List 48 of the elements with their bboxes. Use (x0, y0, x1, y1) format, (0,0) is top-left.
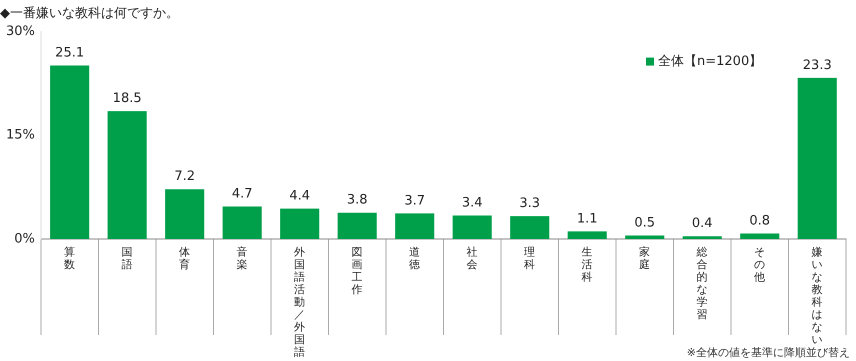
bar (165, 189, 204, 239)
data-label: 23.3 (802, 58, 832, 73)
data-label: 0.5 (634, 215, 656, 230)
data-label: 3.8 (346, 192, 368, 208)
data-label: 7.2 (174, 169, 196, 184)
data-label: 3.7 (404, 193, 426, 208)
x-tick-label: 総合的な学習 (696, 245, 708, 321)
data-label: 0.4 (692, 216, 713, 232)
bar (50, 65, 90, 239)
bar (682, 236, 722, 239)
y-tick-label: 0% (14, 231, 35, 246)
x-tick-label: 算数 (64, 245, 76, 271)
data-label: 4.7 (232, 186, 253, 202)
bar (798, 78, 837, 239)
bar (740, 233, 780, 239)
x-tick-label: 社会 (466, 245, 478, 271)
text: ※全体の値を基準に降順並び替え (686, 345, 850, 360)
category-label: 外国語活動／外国語 (294, 245, 306, 358)
chart-title: ◆一番嫌いな教科は何ですか。 (0, 6, 179, 22)
data-label: 0.8 (749, 213, 770, 228)
bar (222, 206, 262, 239)
data-label: 3.4 (462, 195, 483, 210)
x-tick-label: 道徳 (409, 245, 420, 271)
bar (510, 216, 550, 239)
x-tick-label: 家庭 (639, 245, 650, 271)
data-label: 25.1 (55, 45, 84, 60)
data-label: 18.5 (112, 90, 142, 106)
x-tick-label: 生活科 (582, 245, 593, 284)
x-tick-label: 理科 (524, 245, 536, 271)
y-tick-label: 15% (6, 128, 35, 143)
bar (280, 208, 320, 239)
bar (625, 236, 664, 239)
x-tick-label: 嫌いな教科はない (812, 245, 823, 346)
x-tick-label: 体育 (179, 245, 190, 271)
bar (568, 231, 607, 239)
data-label: 3.3 (519, 196, 540, 212)
data-label: 1.1 (576, 211, 598, 226)
legend-label: 全体【n=1200】 (658, 54, 762, 69)
data-label: 4.4 (289, 188, 310, 204)
x-tick-label: 図画工作 (350, 245, 363, 296)
bar (452, 215, 492, 239)
x-tick-label: 音楽 (236, 245, 248, 271)
bar (108, 111, 147, 239)
y-tick-label: 30% (6, 24, 35, 39)
x-tick-label: その他 (754, 245, 766, 284)
bar (395, 213, 434, 239)
bar (338, 212, 377, 239)
x-tick-label: 国語 (122, 245, 133, 271)
